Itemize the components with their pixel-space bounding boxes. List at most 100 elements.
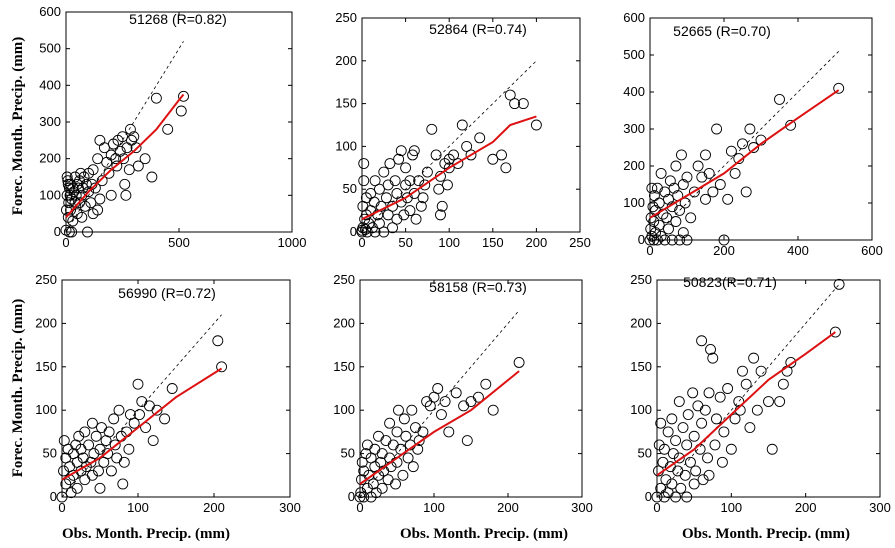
plot-1-point [92, 153, 104, 165]
plot-5-point [398, 413, 410, 425]
plot-2-point [487, 153, 499, 165]
plot-5-point [443, 426, 455, 438]
plot-3-point [663, 223, 674, 235]
plot-1-one-to-one-line [65, 41, 184, 233]
plot-6-point [662, 426, 674, 438]
plot-5-point [450, 387, 462, 399]
plot-1-point [124, 123, 136, 135]
plot-2-point [500, 162, 512, 174]
plot-3-xtick-label-3: 600 [861, 243, 883, 258]
plot-3-point [661, 212, 673, 224]
plot-2-point [391, 188, 403, 199]
plot-1-point [87, 164, 99, 176]
plot-1-point [96, 175, 108, 187]
figure-xlabel-left: Obs. Month. Precip. (mm) [62, 526, 230, 542]
plot-3-point [725, 145, 737, 157]
plot-5-point [406, 404, 418, 416]
plot-5-point [393, 404, 404, 416]
plot-3-point [744, 123, 756, 135]
plot-1-xtick-label-2: 1000 [278, 235, 307, 250]
plot-2-point [443, 153, 455, 165]
plot-6-xtick-label-3: 300 [869, 500, 891, 515]
plot-6-ytick-label-3: 150 [630, 359, 652, 374]
plot-5-point [513, 357, 525, 368]
plot-4-point [93, 465, 104, 477]
plot-3-point [740, 186, 752, 198]
plot-4-point [159, 413, 171, 425]
plot-2-point [415, 200, 427, 212]
plot-3-point [677, 179, 689, 190]
plot-3-point [688, 186, 700, 198]
plot-1-ytick-label-0: 0 [54, 224, 61, 239]
plot-3-point [718, 234, 730, 246]
plot-3-point [711, 123, 723, 135]
plot-5-ytick-label-0: 0 [348, 489, 355, 504]
plot-3-point [655, 167, 667, 179]
plot-5-point [432, 383, 444, 394]
plot-4-point [123, 443, 135, 455]
plot-1-point [66, 226, 78, 238]
plot-2-point [378, 226, 390, 238]
plot-6-point [725, 443, 737, 455]
plot-6-point [673, 452, 685, 464]
plot-2-point [509, 98, 521, 110]
plot-6-point [744, 422, 756, 434]
plot-5-point [402, 452, 414, 464]
plot-2-point [474, 132, 486, 144]
plot-2-point [393, 153, 405, 165]
plot-4-point [147, 435, 159, 447]
plot-1-point [89, 182, 101, 194]
plot-6-ytick-label-4: 200 [630, 315, 652, 330]
plot-1-point [76, 211, 88, 223]
plot-5-ytick-label-3: 150 [333, 359, 355, 374]
figure-ylabel-top: Forec. Month. Precip. (mm) [10, 37, 26, 216]
figure-xlabel-middle: Obs. Month. Precip. (mm) [400, 526, 568, 542]
plot-4-point [128, 417, 140, 429]
plot-1-point [70, 189, 82, 201]
plot-1-point [105, 189, 117, 201]
plot-6-point [696, 335, 708, 347]
plot-2-point [408, 145, 420, 157]
plot-6-point [703, 387, 715, 399]
plot-3-point [737, 138, 748, 150]
plot-4-point [94, 482, 106, 494]
plot-2-point [410, 213, 422, 225]
plot-3-point [668, 182, 680, 194]
plot-6-point [755, 365, 767, 377]
plot-6-point [763, 396, 774, 407]
plot-2-point [439, 158, 451, 169]
plot-4-point [118, 456, 130, 468]
plot-2-point [378, 166, 390, 178]
plot-5-xtick-label-2: 200 [497, 500, 519, 515]
plot-1-fit-line [65, 93, 185, 218]
plot-4-xtick-label-1: 100 [127, 500, 149, 515]
plot-1-point [175, 105, 187, 117]
plot-5-ytick-label-5: 250 [333, 272, 355, 287]
plot-6-point [670, 435, 682, 447]
plot-6-point [681, 491, 693, 503]
plot-6-point [716, 456, 728, 468]
plot-6-title: 50823(R=0.71) [683, 274, 777, 290]
plot-2-point [369, 226, 381, 238]
plot-4-point [105, 465, 117, 477]
plot-2-one-to-one-line [361, 60, 537, 233]
plot-6-point [737, 365, 748, 377]
plot-1-ytick-label-3: 300 [39, 114, 61, 129]
plot-3-point [653, 197, 665, 209]
plot-4-point [58, 465, 69, 477]
plot-3-point [646, 182, 658, 194]
plot-5-point [390, 478, 401, 490]
plot-2-point [398, 209, 410, 221]
plot-2-xtick-label-1: 50 [398, 235, 412, 250]
plot-1-point [162, 123, 174, 135]
plot-3-ytick-label-4: 400 [623, 84, 645, 99]
plot-4-point [90, 430, 102, 442]
plot-1-point [92, 204, 104, 216]
plot-2-point [369, 175, 381, 187]
plot-2-point [504, 89, 516, 101]
plot-1-point [146, 171, 158, 183]
plot-5-xtick-label-1: 100 [423, 500, 445, 515]
plot-3-point [729, 167, 741, 179]
plot-1-point [119, 178, 131, 190]
plot-3-point [676, 149, 687, 161]
